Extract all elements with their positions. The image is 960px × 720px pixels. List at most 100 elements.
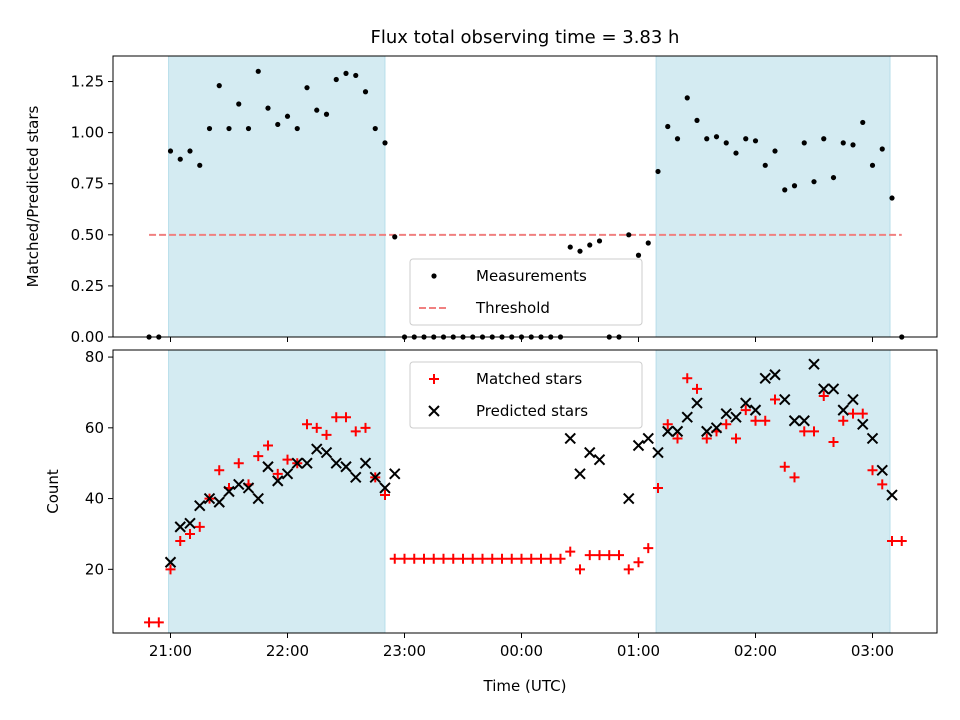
measurement-point — [626, 232, 632, 238]
matched-star-point — [302, 419, 312, 430]
predicted-star-point — [632, 439, 645, 452]
matched-star-point — [555, 553, 566, 564]
matched-star-point — [458, 553, 468, 564]
predicted-star-point — [291, 457, 303, 469]
legend-label: Matched stars — [476, 370, 582, 388]
measurement-point — [265, 105, 271, 111]
legend-label: Predicted stars — [476, 402, 588, 420]
matched-star-point — [350, 426, 361, 437]
predicted-star-point — [233, 478, 245, 491]
matched-star-point — [760, 415, 771, 426]
x-tick-label: 22:00 — [266, 642, 309, 660]
matched-star-point — [263, 440, 273, 451]
predicted-star-point — [847, 393, 859, 406]
y-tick-label: 40 — [85, 490, 104, 508]
bottom-panel: 21:00 22:00 23:00 00:00 01:00 02:00 03:00 20 40 6… — [44, 348, 938, 695]
matched-star-point — [233, 458, 244, 469]
matched-star-point — [614, 550, 624, 561]
measurement-point — [733, 150, 739, 156]
measurement-point — [850, 142, 856, 148]
measurement-point — [314, 107, 320, 113]
predicted-star-point — [798, 415, 810, 427]
matched-star-point — [731, 433, 741, 444]
matched-star-point — [877, 479, 888, 490]
matched-star-point — [887, 536, 897, 547]
predicted-star-point — [827, 383, 840, 395]
measurement-point — [577, 248, 583, 254]
legend-box — [409, 258, 643, 326]
predicted-star-point — [837, 404, 849, 416]
predicted-star-point — [281, 468, 294, 480]
measurement-point — [791, 183, 798, 189]
predicted-star-point — [866, 432, 879, 445]
predicted-star-point — [389, 468, 401, 480]
matched-star-point — [448, 553, 459, 564]
measurement-point — [889, 195, 895, 201]
y-tick-label: 20 — [85, 560, 104, 578]
matched-star-point — [194, 521, 205, 532]
measurement-point — [596, 238, 603, 244]
legend-label: Measurements — [476, 267, 587, 285]
predicted-star-point — [252, 492, 264, 505]
matched-star-point — [467, 553, 478, 564]
x-tick-label: 23:00 — [383, 642, 426, 660]
matched-star-point — [175, 536, 186, 547]
y-tick-label: 1.25 — [71, 73, 104, 91]
matched-star-point — [144, 617, 155, 628]
measurement-point — [879, 146, 885, 152]
predicted-star-point — [593, 453, 606, 466]
measurement-point — [362, 89, 369, 95]
shaded-span — [168, 349, 386, 634]
shaded-span — [655, 55, 891, 338]
matched-star-point — [487, 553, 498, 564]
chart-title: Flux total observing time = 3.83 h — [371, 27, 680, 48]
predicted-star-point — [662, 425, 674, 438]
measurement-point — [811, 179, 817, 185]
matched-star-point — [818, 390, 829, 401]
predicted-star-point — [720, 407, 732, 420]
predicted-star-point — [194, 499, 206, 512]
y-tick-label: 80 — [85, 348, 104, 366]
measurement-point — [333, 76, 339, 83]
predicted-star-point — [701, 425, 713, 438]
predicted-star-point — [584, 446, 596, 459]
measurement-point — [860, 119, 866, 126]
matched-star-point — [584, 550, 595, 561]
matched-star-point — [721, 419, 732, 430]
predicted-star-point — [272, 475, 284, 487]
matched-star-point — [409, 553, 420, 564]
matched-star-point — [516, 553, 527, 564]
measurement-point — [187, 148, 193, 154]
matched-star-point — [799, 426, 810, 437]
matched-star-point — [214, 465, 225, 476]
y-tick-label: 0.50 — [71, 226, 104, 244]
matched-star-point — [740, 405, 751, 416]
matched-star-point — [604, 550, 615, 561]
measurement-point — [743, 136, 749, 142]
matched-star-point — [857, 408, 868, 419]
measurement-point — [167, 148, 174, 154]
predicted-star-point — [320, 446, 333, 459]
matched-star-point — [809, 426, 819, 437]
matched-star-point — [341, 412, 351, 423]
measurement-point — [382, 140, 388, 146]
predicted-star-point — [359, 457, 372, 469]
matched-star-point — [653, 482, 663, 493]
predicted-star-point — [350, 471, 362, 484]
matched-star-point — [536, 553, 546, 564]
predicted-star-point — [340, 461, 352, 473]
measurement-point — [197, 162, 203, 168]
measurement-point — [655, 168, 661, 175]
predicted-star-point — [242, 482, 255, 494]
shaded-span — [655, 349, 891, 634]
y-tick-label: 60 — [85, 419, 104, 437]
matched-star-point — [828, 436, 839, 447]
predicted-star-point — [876, 464, 888, 476]
legend-box — [409, 361, 643, 429]
predicted-star-point — [301, 457, 313, 469]
measurement-point — [762, 162, 768, 168]
measurement-point — [694, 117, 700, 123]
predicted-star-point — [818, 383, 830, 395]
predicted-star-point — [759, 372, 771, 385]
